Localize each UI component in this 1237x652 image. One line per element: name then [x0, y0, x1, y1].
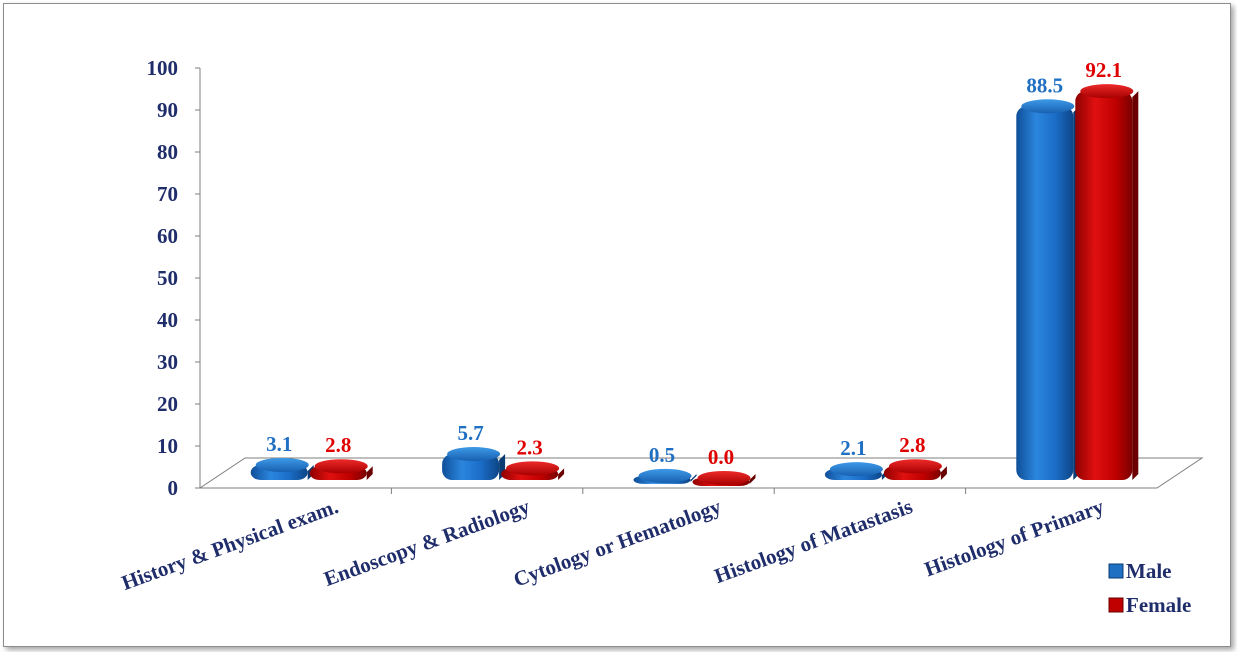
legend-swatch-male [1108, 563, 1124, 579]
bar-female [501, 461, 565, 480]
y-tick-label: 0 [168, 476, 179, 500]
bar-female [309, 459, 373, 480]
legend-swatch-female [1108, 597, 1124, 613]
bar-side [366, 466, 373, 480]
bar-side [1132, 91, 1139, 481]
y-tick-label: 80 [157, 140, 178, 164]
bar-top [829, 462, 883, 477]
y-tick-label: 90 [157, 98, 178, 122]
legend-label-female: Female [1126, 593, 1191, 617]
data-label-male: 2.1 [840, 436, 866, 460]
bar-top [697, 471, 751, 485]
floor-plane [198, 457, 1204, 489]
category-label: Histology of Matastasis [711, 494, 915, 588]
bar-female [1075, 84, 1139, 481]
y-tick-label: 60 [157, 224, 178, 248]
data-label-male: 5.7 [457, 421, 483, 445]
data-label-female: 0.0 [708, 445, 734, 469]
data-label-female: 2.3 [516, 435, 542, 459]
data-label-female: 2.8 [899, 433, 925, 457]
bar-top [888, 459, 942, 474]
y-tick-label: 10 [157, 434, 178, 458]
bar-top [506, 461, 560, 476]
bar-female [692, 471, 756, 486]
bar-male [1016, 99, 1080, 481]
bar-top [638, 468, 692, 483]
bar-male [633, 468, 697, 484]
bar-top [255, 457, 309, 472]
bar-side [940, 466, 947, 480]
bar-female [883, 459, 947, 480]
y-tick-label: 20 [157, 392, 178, 416]
y-tick-label: 30 [157, 350, 178, 374]
y-tick-label: 50 [157, 266, 178, 290]
bar-top [1021, 99, 1075, 114]
bar-face [442, 454, 500, 480]
data-label-male: 88.5 [1026, 73, 1063, 97]
y-tick-label: 100 [147, 56, 179, 80]
data-label-male: 0.5 [649, 443, 675, 467]
data-label-male: 3.1 [266, 432, 292, 456]
category-label: Cytology or Hematology [510, 494, 724, 592]
bar-top [1080, 84, 1134, 99]
category-label: History & Physical exam. [118, 494, 341, 595]
bar-top [447, 447, 501, 462]
category-label: Endoscopy & Radiology [321, 494, 534, 591]
bar-male [442, 447, 506, 480]
bar-male [250, 457, 314, 480]
bar-male [824, 462, 888, 480]
bar-side [690, 474, 697, 482]
bar-face [1075, 91, 1133, 481]
bar-side [749, 474, 756, 484]
bar-face [1016, 106, 1074, 481]
category-label: Histology of Primary [921, 494, 1107, 581]
bar-side [558, 468, 565, 480]
data-label-female: 2.8 [325, 433, 351, 457]
bar-top [314, 459, 368, 474]
y-tick-label: 70 [157, 182, 178, 206]
legend-label-male: Male [1126, 559, 1171, 583]
data-label-female: 92.1 [1085, 58, 1122, 82]
y-tick-label: 40 [157, 308, 178, 332]
